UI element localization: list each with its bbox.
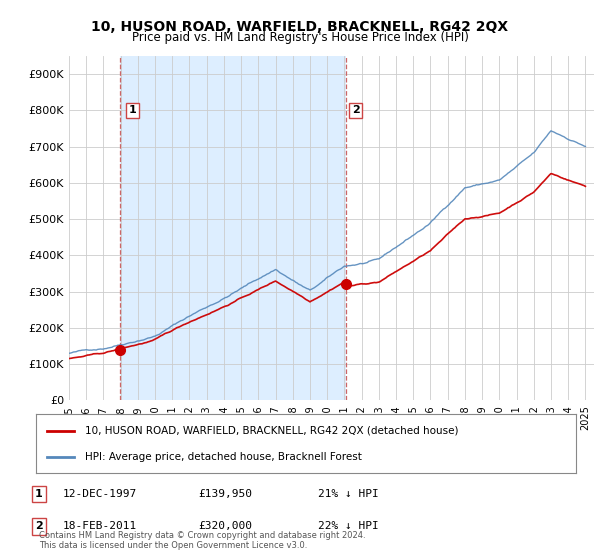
Text: £139,950: £139,950 <box>198 489 252 499</box>
Text: 21% ↓ HPI: 21% ↓ HPI <box>318 489 379 499</box>
Text: Price paid vs. HM Land Registry's House Price Index (HPI): Price paid vs. HM Land Registry's House … <box>131 31 469 44</box>
Text: £320,000: £320,000 <box>198 521 252 531</box>
Text: 22% ↓ HPI: 22% ↓ HPI <box>318 521 379 531</box>
Text: HPI: Average price, detached house, Bracknell Forest: HPI: Average price, detached house, Brac… <box>85 452 361 462</box>
Bar <box>120 56 346 400</box>
Text: 1: 1 <box>35 489 43 499</box>
Text: 2: 2 <box>352 105 359 115</box>
Text: 18-FEB-2011: 18-FEB-2011 <box>63 521 137 531</box>
Text: 1: 1 <box>128 105 136 115</box>
Text: Contains HM Land Registry data © Crown copyright and database right 2024.
This d: Contains HM Land Registry data © Crown c… <box>39 530 365 550</box>
Text: 10, HUSON ROAD, WARFIELD, BRACKNELL, RG42 2QX: 10, HUSON ROAD, WARFIELD, BRACKNELL, RG4… <box>91 20 509 34</box>
Text: 10, HUSON ROAD, WARFIELD, BRACKNELL, RG42 2QX (detached house): 10, HUSON ROAD, WARFIELD, BRACKNELL, RG4… <box>85 426 458 436</box>
Text: 2: 2 <box>35 521 43 531</box>
Text: 12-DEC-1997: 12-DEC-1997 <box>63 489 137 499</box>
